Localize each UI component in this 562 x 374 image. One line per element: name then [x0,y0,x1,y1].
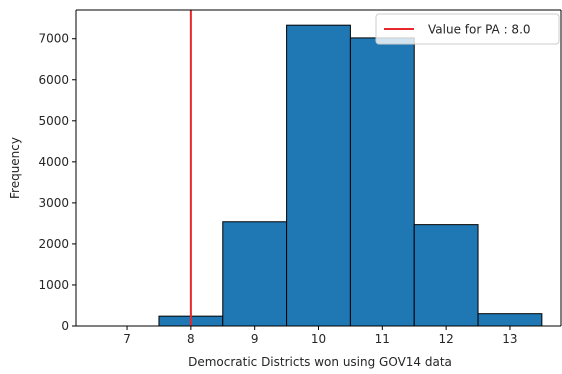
y-tick-label: 6000 [38,73,69,87]
x-tick-label: 9 [251,332,259,346]
x-tick-label: 7 [123,332,131,346]
legend-entry-label: Value for PA : 8.0 [428,23,531,37]
histogram-bar-9 [222,221,288,327]
histogram-bar-11 [349,37,415,327]
legend: Value for PA : 8.0 [375,13,560,45]
y-tick-label: 1000 [38,278,69,292]
legend-frame [375,13,560,45]
y-tick-label: 3000 [38,196,69,210]
y-tick-label: 2000 [38,237,69,251]
x-tick-label: 11 [375,332,390,346]
bars-group [158,24,543,327]
histogram-bar-13 [477,313,543,327]
y-tick-label: 4000 [38,155,69,169]
x-tick-label: 10 [311,332,326,346]
x-tick-label: 13 [502,332,517,346]
y-tick-label: 0 [61,319,69,333]
x-axis-label: Democratic Districts won using GOV14 dat… [188,355,452,369]
x-tick-label: 12 [438,332,453,346]
y-tick-label: 5000 [38,114,69,128]
y-axis-label: Frequency [8,137,22,199]
y-tick-label: 7000 [38,32,69,46]
histogram-bar-10 [286,24,351,327]
x-ticks-group: 7 8 9 10 11 12 13 [123,326,518,346]
y-ticks-group: 0 1000 2000 3000 4000 5000 6000 7000 [38,32,76,333]
x-tick-label: 8 [187,332,195,346]
histogram-bar-12 [413,224,479,327]
